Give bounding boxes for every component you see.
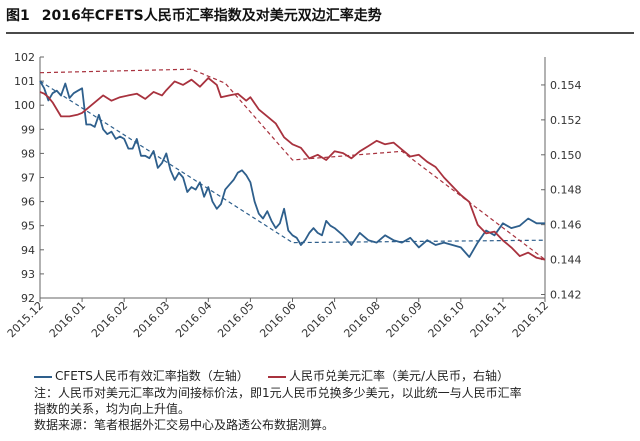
note-line-2: 指数的关系，均为向上升值。 (34, 402, 191, 416)
right-tick-label: 0.150 (550, 149, 582, 162)
x-tick-label: 2016.01 (47, 299, 88, 340)
legend-label-cfets: CFETS人民币有效汇率指数（左轴） (55, 369, 249, 383)
series-line-cfets (39, 80, 545, 258)
right-tick-label: 0.146 (550, 219, 582, 232)
left-tick-label: 97 (21, 172, 35, 185)
right-tick-label: 0.152 (550, 114, 582, 127)
x-tick-label: 2016.07 (299, 299, 340, 340)
left-tick-label: 100 (14, 99, 35, 112)
figure-title: 2016年CFETS人民币汇率指数及对美元双边汇率走势 (41, 8, 382, 24)
legend-label-usdcny: 人民币兑美元汇率（美元/人民币，右轴） (289, 369, 510, 383)
x-tick-label: 2016.05 (215, 299, 256, 340)
notes: 注：人民币对美元汇率改为间接标价法，即1元人民币兑换多少美元，以此统一与人民币汇… (34, 385, 522, 433)
left-tick-label: 101 (14, 75, 35, 88)
x-tick-label: 2016.10 (426, 299, 467, 340)
exchange-rate-chart: 92 93 94 95 96 97 98 99 100 101 102 0.142 0.144 0.146… (5, 51, 582, 340)
x-tick-label: 2016.12 (510, 299, 551, 340)
left-tick-label: 94 (21, 244, 35, 257)
x-tick-label: 2016.06 (257, 299, 298, 340)
x-tick-label: 2016.02 (89, 299, 130, 340)
source-line: 数据来源：笔者根据外汇交易中心及路透公布数据测算。 (34, 418, 335, 432)
x-tick-label: 2016.09 (384, 299, 425, 340)
figure-title-row: 图1 2016年CFETS人民币汇率指数及对美元双边汇率走势 (6, 5, 382, 25)
legend-item-usdcny: 人民币兑美元汇率（美元/人民币，右轴） (268, 367, 509, 384)
legend-swatch-red (268, 375, 286, 378)
figure-label: 图1 (6, 8, 30, 24)
right-tick-label: 0.142 (550, 289, 582, 302)
trend-line-cfets (39, 80, 546, 244)
trend-line-usdcny (39, 68, 546, 261)
right-tick-label: 0.154 (550, 79, 582, 92)
title-divider (6, 32, 634, 34)
x-tick-label: 2015.12 (5, 299, 46, 340)
x-tick-label: 2016.11 (468, 299, 509, 340)
left-tick-label: 96 (21, 196, 35, 209)
left-tick-label: 102 (14, 51, 35, 64)
left-tick-label: 98 (21, 147, 35, 160)
x-tick-label: 2016.03 (131, 299, 172, 340)
left-tick-label: 93 (21, 268, 35, 281)
left-tick-label: 99 (21, 123, 35, 136)
right-tick-label: 0.148 (550, 184, 582, 197)
left-tick-label: 92 (21, 292, 35, 305)
legend-item-cfets: CFETS人民币有效汇率指数（左轴） (34, 367, 249, 384)
right-tick-label: 0.144 (550, 254, 582, 267)
x-tick-label: 2016.04 (173, 299, 214, 340)
x-tick-label: 2016.08 (341, 299, 382, 340)
series-line-usdcny (39, 77, 546, 261)
left-tick-label: 95 (21, 220, 35, 233)
legend-swatch-blue (34, 375, 52, 378)
note-line-1: 注：人民币对美元汇率改为间接标价法，即1元人民币兑换多少美元，以此统一与人民币汇… (34, 386, 522, 400)
